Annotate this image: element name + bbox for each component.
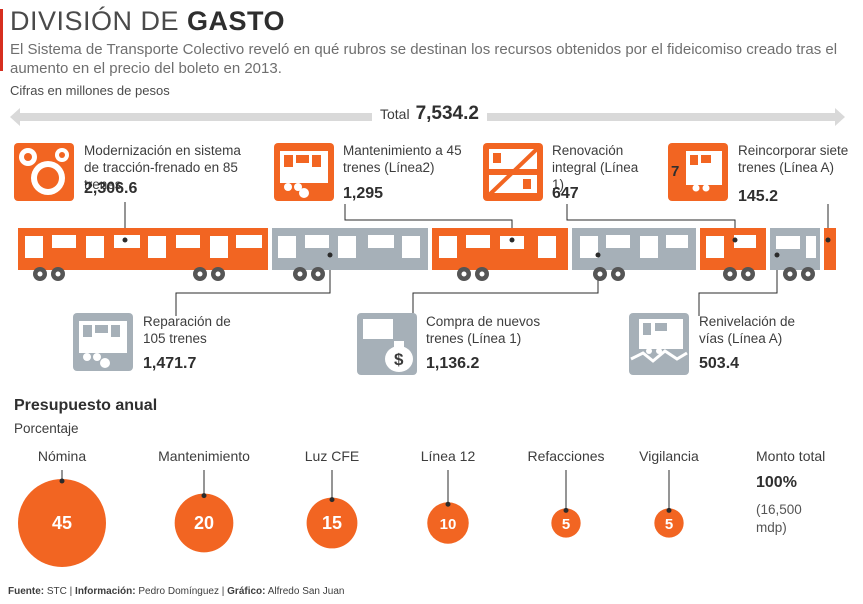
- bubble-connector-dot: [201, 493, 207, 499]
- budget-bubble-chart: 45 20 15 10 5 5: [18, 470, 684, 567]
- accent-bar: [0, 9, 3, 71]
- bubble-1: [18, 479, 106, 567]
- bubble-category-label: Luz CFE: [304, 448, 360, 464]
- rubro-label-reincorporar: Reincorporar siete trenes (Línea A): [738, 143, 849, 175]
- page-subtitle: El Sistema de Transporte Colectivo revel…: [10, 41, 838, 77]
- bubble-category-label: Mantenimiento: [158, 448, 250, 464]
- rubro-label-renovacion: Renovación integral (Línea 1): [552, 143, 639, 192]
- money-bag-icon: [357, 313, 417, 375]
- rubro-value-reincorporar: 145.2: [738, 188, 779, 205]
- bubble-2: [174, 493, 234, 553]
- repair-train-icon: [73, 313, 133, 371]
- bubble-connector-dot: [563, 507, 569, 513]
- rubro-label-mantenimiento: Mantenimiento a 45 trenes (Línea2): [343, 143, 462, 175]
- rubro-value-reparacion: 1,471.7: [143, 355, 197, 372]
- bubble-6: [654, 508, 684, 538]
- budget-title: Presupuesto anual: [14, 397, 158, 414]
- track-leveling-icon: [629, 313, 689, 375]
- bubble-value-label: 5: [665, 516, 673, 533]
- total-figure: Total 7,534.2: [372, 103, 487, 125]
- train-windows: [25, 235, 816, 258]
- rubro-label-reparacion: Reparación de 105 trenes: [143, 314, 231, 346]
- bubble-category-label: Nómina: [37, 448, 87, 464]
- bubble-category-label: Refacciones: [527, 448, 605, 464]
- bubble-connector-dot: [445, 501, 451, 507]
- bubble-category-label: Vigilancia: [639, 448, 699, 464]
- bubble-value-label: 15: [322, 513, 342, 533]
- rubro-value-renovacion: 647: [552, 185, 579, 202]
- rubro-value-compra: 1,136.2: [426, 355, 480, 372]
- gears-icon: [14, 143, 74, 201]
- train-illustration: [18, 202, 836, 316]
- seven-trains-icon: [668, 143, 728, 201]
- rubro-value-mantenimiento: 1,295: [343, 185, 384, 202]
- rubro-label-renivelacion: Renivelación de vías (Línea A): [699, 314, 796, 346]
- bubble-connector-dot: [666, 507, 672, 513]
- bubble-4: [427, 502, 469, 544]
- bubble-connector-dot: [329, 497, 335, 503]
- bubble-value-label: 5: [562, 516, 570, 533]
- budget-total-label: Monto total: [756, 448, 826, 464]
- budget-total-amount: (16,500 mdp): [756, 502, 802, 535]
- dollar-symbol: $: [394, 350, 404, 369]
- train-wheels: [33, 267, 815, 281]
- budget-total-pct: 100%: [756, 474, 797, 491]
- bubble-connector-dot: [59, 478, 65, 484]
- rubro-label-compra: Compra de nuevos trenes (Línea 1): [426, 314, 541, 346]
- rubro-value-modernizacion: 2,306.6: [84, 180, 138, 197]
- page-title: DIVISIÓN DE GASTO: [10, 6, 286, 36]
- units-note: Cifras en millones de pesos: [10, 83, 170, 98]
- budget-subtitle: Porcentaje: [14, 421, 79, 436]
- bubble-5: [551, 508, 581, 538]
- maintenance-train-icon: [274, 143, 334, 201]
- bubble-value-label: 10: [440, 516, 457, 533]
- bubble-value-label: 20: [194, 513, 214, 533]
- bubble-category-label: Línea 12: [420, 448, 476, 464]
- credits: Fuente: STC | Información: Pedro Domíngu…: [8, 586, 345, 597]
- bubble-3: [306, 497, 358, 549]
- rubro-value-renivelacion: 503.4: [699, 355, 740, 372]
- rubro-label-modernizacion: Modernización en sistema de tracción-fre…: [84, 143, 241, 192]
- renovation-train-icon: [483, 143, 543, 201]
- seven-badge: 7: [671, 163, 680, 180]
- bubble-value-label: 45: [52, 513, 72, 533]
